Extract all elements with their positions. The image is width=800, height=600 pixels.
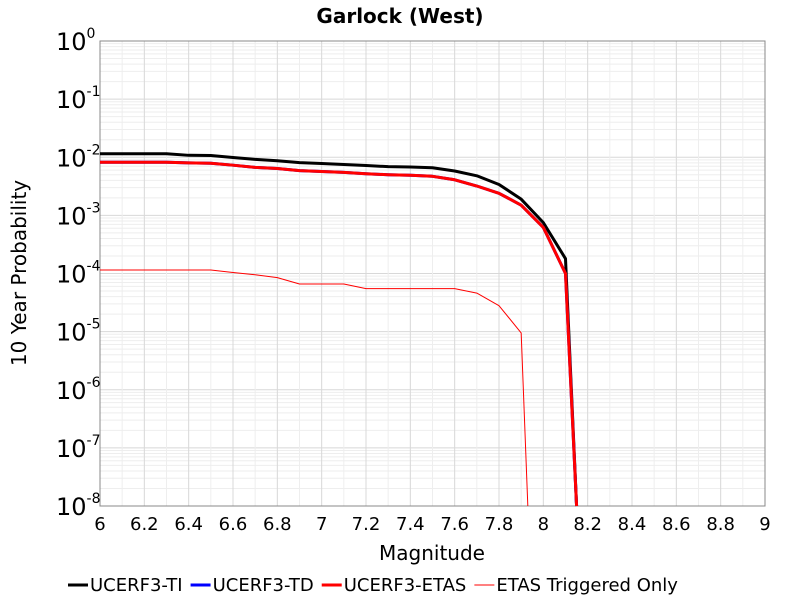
legend-label-ucerf3-ti: UCERF3-TI bbox=[90, 575, 183, 596]
y-tick-label: 10-6 bbox=[56, 375, 101, 405]
x-tick-label: 7.8 bbox=[485, 514, 514, 535]
x-tick-label: 8.6 bbox=[662, 514, 691, 535]
legend: UCERF3-TI UCERF3-TD UCERF3-ETAS ETAS Trigge… bbox=[68, 575, 678, 596]
x-tick-label: 8 bbox=[538, 514, 549, 535]
legend-label-ucerf3-td: UCERF3-TD bbox=[213, 575, 314, 596]
legend-label-ucerf3-etas: UCERF3-ETAS bbox=[344, 575, 467, 596]
y-tick-label: 10-4 bbox=[56, 259, 101, 289]
y-tick-label: 10-7 bbox=[56, 433, 101, 463]
x-tick-label: 6.2 bbox=[130, 514, 159, 535]
legend-label-etas-triggered-only: ETAS Triggered Only bbox=[496, 575, 678, 596]
y-tick-label: 100 bbox=[56, 26, 95, 56]
x-tick-label: 6 bbox=[94, 514, 105, 535]
y-tick-label: 10-8 bbox=[56, 491, 101, 521]
x-tick-label: 7.6 bbox=[440, 514, 469, 535]
grid bbox=[99, 40, 766, 507]
chart-title: Garlock (West) bbox=[316, 4, 483, 28]
x-tick-label: 8.4 bbox=[618, 514, 647, 535]
series-line-etas-triggered-only bbox=[100, 269, 529, 507]
x-tick-label: 6.8 bbox=[263, 514, 292, 535]
y-tick-label: 10-3 bbox=[56, 200, 101, 230]
x-tick-label: 9 bbox=[759, 514, 770, 535]
y-axis-ticks: 100 10-1 10-2 10-3 10-4 10-5 10-6 10-7 10-8 bbox=[56, 26, 101, 521]
series-line-ucerf3-etas bbox=[100, 160, 579, 507]
y-tick-label: 10-1 bbox=[56, 84, 101, 114]
x-tick-label: 8.8 bbox=[706, 514, 735, 535]
x-tick-label: 8.2 bbox=[573, 514, 602, 535]
x-tick-label: 7.4 bbox=[396, 514, 425, 535]
plot-frame bbox=[99, 40, 766, 507]
x-tick-label: 7 bbox=[316, 514, 327, 535]
series-line-ucerf3-ti bbox=[100, 152, 579, 507]
x-tick-label: 6.4 bbox=[174, 514, 203, 535]
series-layer bbox=[100, 152, 579, 507]
x-tick-label: 7.2 bbox=[352, 514, 381, 535]
x-axis-label: Magnitude bbox=[379, 541, 485, 565]
y-axis-label: 10 Year Probability bbox=[7, 180, 31, 366]
x-tick-label: 6.6 bbox=[219, 514, 248, 535]
y-tick-label: 10-5 bbox=[56, 317, 101, 347]
x-axis-ticks: 6 6.2 6.4 6.6 6.8 7 7.2 7.4 7.6 7.8 8 8.2 8.4 8.6 8.8 9 bbox=[94, 514, 770, 535]
y-tick-label: 10-2 bbox=[56, 142, 101, 172]
